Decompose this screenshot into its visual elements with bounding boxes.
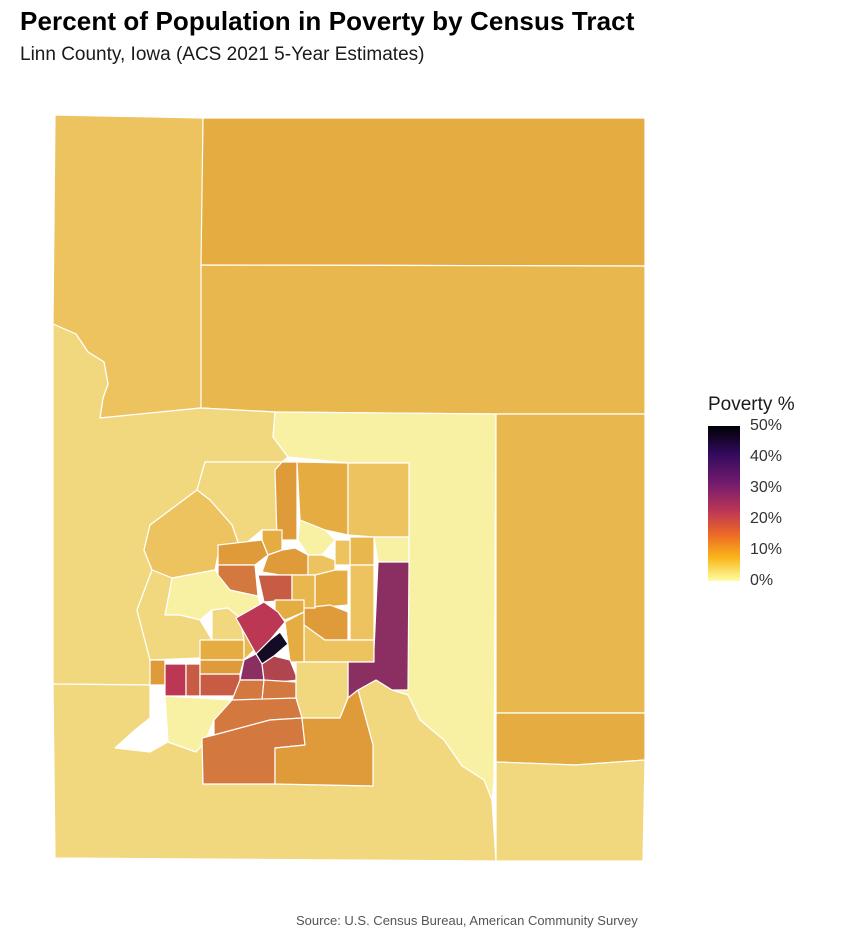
tract-ne-urban-2[interactable]	[349, 564, 375, 641]
tract-southeast[interactable]	[495, 759, 646, 862]
tract-sw-5[interactable]	[199, 659, 245, 675]
tract-south-2[interactable]	[274, 689, 374, 787]
map-subtitle: Linn County, Iowa (ACS 2021 5-Year Estim…	[20, 44, 425, 65]
tract-high-2[interactable]	[284, 611, 305, 663]
legend-label-40: 40%	[750, 448, 783, 465]
map-title: Percent of Population in Poverty by Cens…	[20, 6, 635, 36]
tract-marion-northeast[interactable]	[347, 462, 410, 538]
tract-ne-urban-3[interactable]	[314, 569, 349, 609]
tract-north-central[interactable]	[200, 264, 646, 415]
legend-label-20: 20%	[750, 510, 783, 527]
legend-label-50: 50%	[750, 417, 783, 434]
tract-ne-urban-1[interactable]	[334, 539, 351, 566]
tract-sw-1[interactable]	[149, 659, 166, 686]
source-caption: Source: U.S. Census Bureau, American Com…	[296, 913, 638, 928]
tract-sw-3[interactable]	[185, 663, 201, 697]
legend-label-30: 30%	[750, 479, 783, 496]
tract-center-4[interactable]	[199, 639, 245, 661]
tract-n-center-4[interactable]	[217, 564, 259, 597]
tract-east[interactable]	[495, 413, 646, 714]
tract-n-center-5[interactable]	[257, 574, 293, 603]
legend-colorbar	[708, 426, 740, 581]
tract-n-center-1[interactable]	[217, 539, 269, 566]
legend-label-10: 10%	[750, 541, 783, 558]
tract-marion-east[interactable]	[349, 536, 375, 566]
tract-marion-west-strip[interactable]	[274, 461, 298, 541]
legend-label-0: 0%	[750, 572, 774, 589]
tract-n-center-6[interactable]	[307, 554, 336, 576]
tract-south-urban-1[interactable]	[295, 661, 349, 719]
tract-west-urban[interactable]	[136, 569, 213, 661]
tract-southeast-band[interactable]	[495, 712, 646, 766]
legend-title: Poverty %	[708, 394, 795, 415]
tract-marion-small-east[interactable]	[373, 536, 410, 563]
tract-sw-4[interactable]	[199, 673, 241, 697]
tract-marion-north[interactable]	[296, 461, 349, 536]
tract-sw-7[interactable]	[261, 679, 297, 701]
tract-sw-2[interactable]	[164, 663, 187, 697]
tract-north[interactable]	[200, 117, 646, 267]
